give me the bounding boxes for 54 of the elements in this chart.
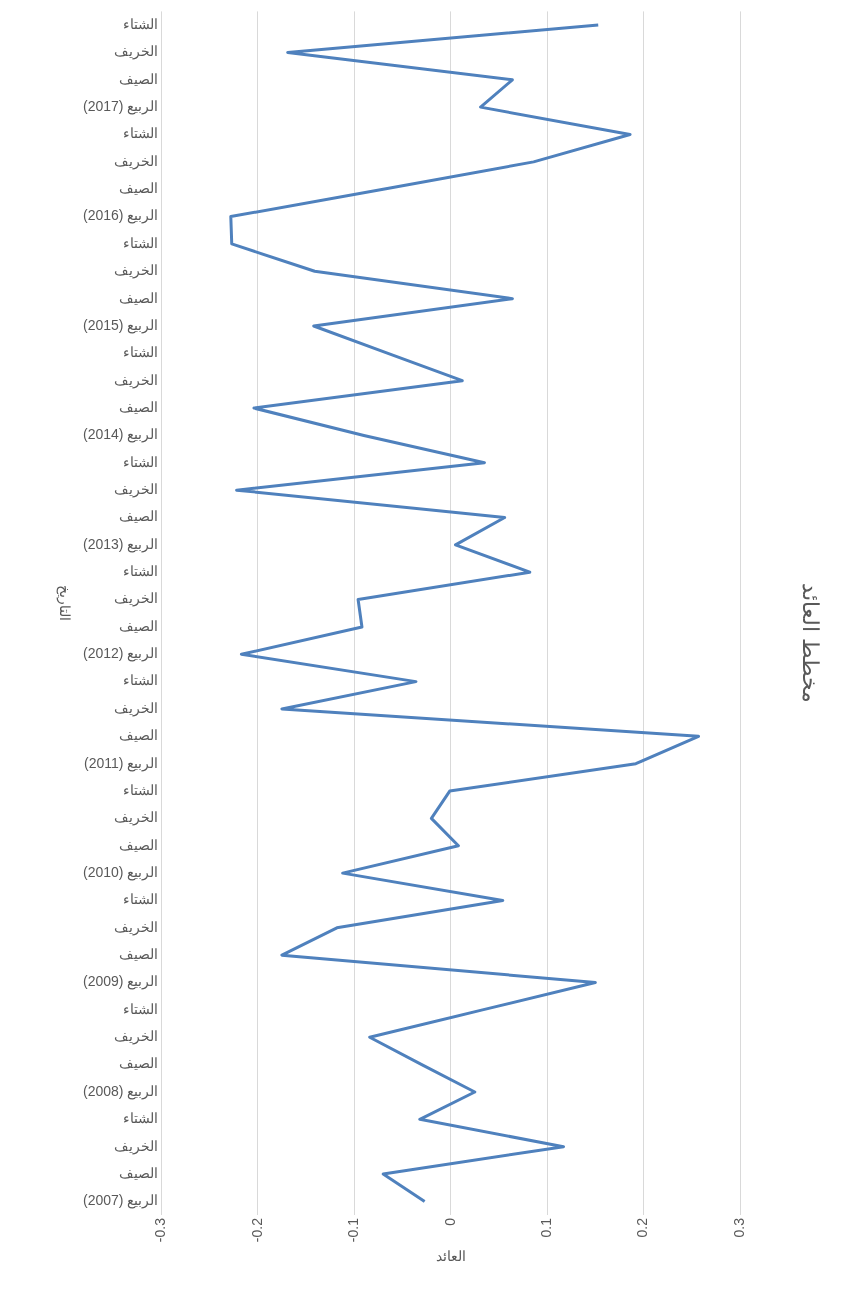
y-tick-label: الصيف (119, 398, 159, 415)
text: مخطط العائد (797, 581, 823, 706)
y-tick-label: الصيف (119, 508, 159, 525)
y-tick-label: الربيع (2007) (82, 1192, 159, 1210)
y-tick-label: الخريف (114, 809, 159, 827)
y-tick-label: الربيع (2008) (82, 1082, 159, 1100)
y-tick-label: الصيف (119, 836, 159, 853)
y-tick-label: الربيع (2016) (82, 207, 159, 225)
y-tick-label: الربيع (2013) (82, 535, 159, 553)
y-tick-label: الربيع (2012) (82, 645, 159, 663)
y-tick-label: الشتاء (123, 672, 159, 689)
y-tick-label: الخريف (114, 918, 159, 936)
y-tick-label: الخريف (114, 43, 159, 61)
y-tick-label: الشتاء (123, 891, 159, 908)
y-tick-label: الصيف (119, 727, 159, 744)
y-tick-label: الربيع (2011) (84, 754, 159, 772)
y-tick-label: الربيع (2015) (82, 316, 159, 334)
y-tick-label: الخريف (114, 262, 159, 280)
y-tick-label: الشتاء (123, 563, 159, 580)
y-tick-label: الخريف (114, 590, 159, 608)
y-tick-label: الصيف (119, 289, 159, 306)
y-tick-label: الربيع (2014) (82, 426, 159, 444)
x-tick-label: 0.1 (537, 1217, 554, 1238)
y-tick-label: الصيف (119, 946, 159, 963)
x-axis-title: العائد (435, 1248, 466, 1265)
x-tick-label: -0.2 (248, 1217, 265, 1243)
y-tick-label: الشتاء (123, 1110, 159, 1127)
x-tick-label: 0.3 (730, 1217, 747, 1238)
y-tick-label: الصيف (119, 70, 159, 87)
y-tick-label: الربيع (2009) (82, 973, 159, 991)
y-tick-label: الخريف (114, 1028, 159, 1046)
y-tick-label: الشتاء (123, 1000, 159, 1017)
y-tick-label: الشتاء (123, 125, 159, 142)
x-tick-label: 0.2 (634, 1217, 651, 1238)
y-tick-label: الربيع (2010) (82, 863, 159, 881)
y-tick-label: الخريف (114, 152, 159, 170)
y-tick-label: الخريف (114, 1137, 159, 1155)
y-tick-label: الخريف (114, 371, 159, 389)
y-tick-label: الربيع (2017) (82, 98, 159, 116)
y-tick-label: الشتاء (123, 781, 159, 798)
y-tick-label: الصيف (119, 180, 159, 197)
y-tick-label: الشتاء (123, 344, 159, 361)
x-tick-label: 0 (441, 1217, 458, 1226)
y-tick-label: الشتاء (123, 453, 159, 470)
y-tick-label: الصيف (119, 1164, 159, 1181)
y-tick-label: الشتاء (123, 234, 159, 251)
y-tick-label: الخريف (114, 699, 159, 717)
y-tick-label: الشتاء (123, 15, 159, 32)
y-axis-title: التاريخ (57, 584, 73, 623)
y-tick-label: الخريف (114, 480, 159, 498)
y-tick-label: الصيف (119, 617, 159, 634)
x-tick-label: -0.3 (152, 1217, 169, 1243)
y-tick-label: الصيف (119, 1055, 159, 1072)
x-tick-label: -0.1 (345, 1217, 362, 1243)
